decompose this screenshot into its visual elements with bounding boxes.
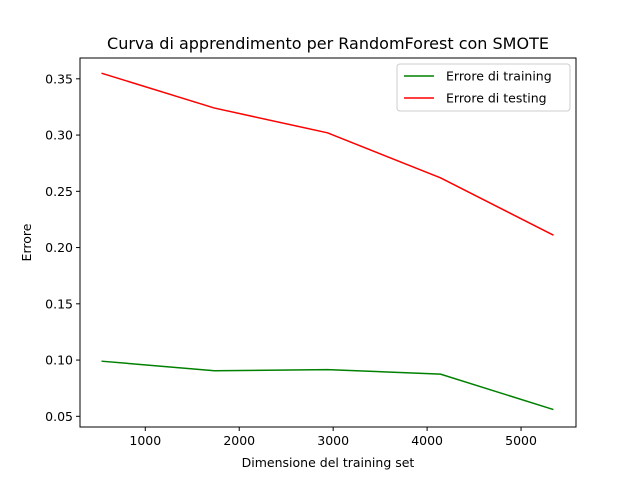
legend-box [396, 63, 571, 112]
legend-label-training: Errore di training [446, 69, 552, 84]
legend: Errore di training Errore di testing [396, 63, 571, 112]
series-line-testing [101, 72, 554, 236]
y-tick-label: 0.15 [45, 296, 73, 311]
plot-frame [79, 57, 577, 428]
y-tick-label: 0.25 [45, 184, 73, 199]
x-tick-label: 5000 [505, 433, 537, 448]
y-tick-label: 0.05 [45, 409, 73, 424]
y-axis-ticks: 0.05 0.10 0.15 0.20 0.25 0.30 0.35 [45, 71, 80, 424]
y-tick-label: 0.20 [45, 240, 73, 255]
x-axis-label: Dimensione del training set [242, 455, 415, 470]
series-line-training [101, 360, 554, 411]
y-axis-label: Errore [19, 223, 34, 261]
y-tick-label: 0.35 [45, 71, 73, 86]
y-tick-label: 0.30 [45, 128, 73, 143]
plot-area [80, 58, 576, 427]
x-tick-label: 1000 [129, 433, 161, 448]
x-tick-label: 3000 [317, 433, 349, 448]
chart-title: Curva di apprendimento per RandomForest … [107, 34, 549, 53]
series-layer [101, 72, 554, 411]
x-tick-label: 4000 [411, 433, 443, 448]
legend-label-testing: Errore di testing [446, 91, 547, 106]
x-tick-label: 2000 [223, 433, 255, 448]
x-axis-ticks: 1000 2000 3000 4000 5000 [129, 427, 537, 448]
y-tick-label: 0.10 [45, 353, 73, 368]
